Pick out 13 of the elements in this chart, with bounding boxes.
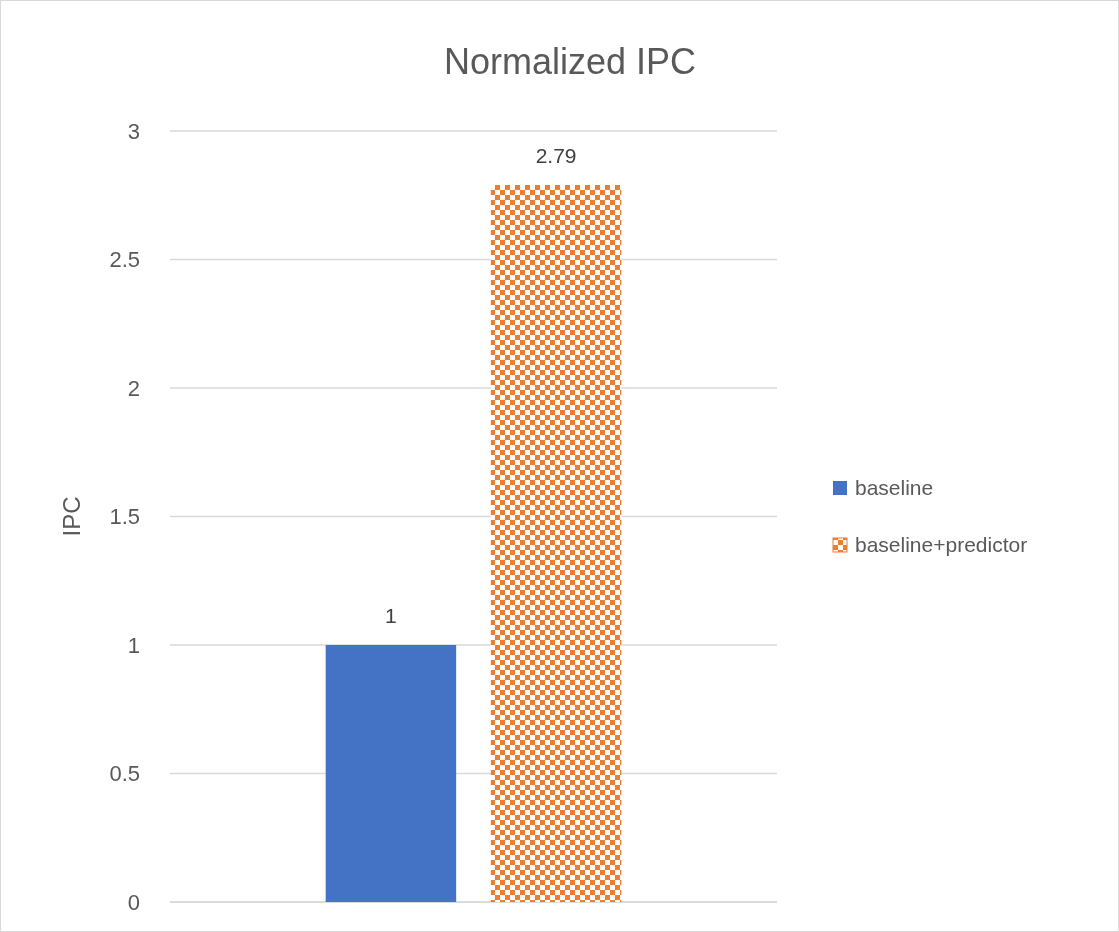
data-label: 1: [385, 604, 397, 627]
y-tick-label: 2: [127, 375, 140, 401]
legend-label: baseline+predictor: [855, 533, 1028, 557]
y-tick-label: 1: [127, 632, 140, 658]
legend-label: baseline: [855, 476, 934, 500]
y-axis-title: IPC: [58, 496, 85, 537]
y-tick-label: 1.5: [109, 504, 140, 530]
y-tick-label: 3: [127, 118, 140, 144]
chart-title: Normalized IPC: [443, 41, 697, 82]
y-tick-label: 0: [127, 889, 140, 915]
data-label: 2.79: [535, 143, 577, 167]
y-tick-label: 2.5: [109, 247, 140, 273]
y-tick-label: 0.5: [109, 761, 140, 787]
